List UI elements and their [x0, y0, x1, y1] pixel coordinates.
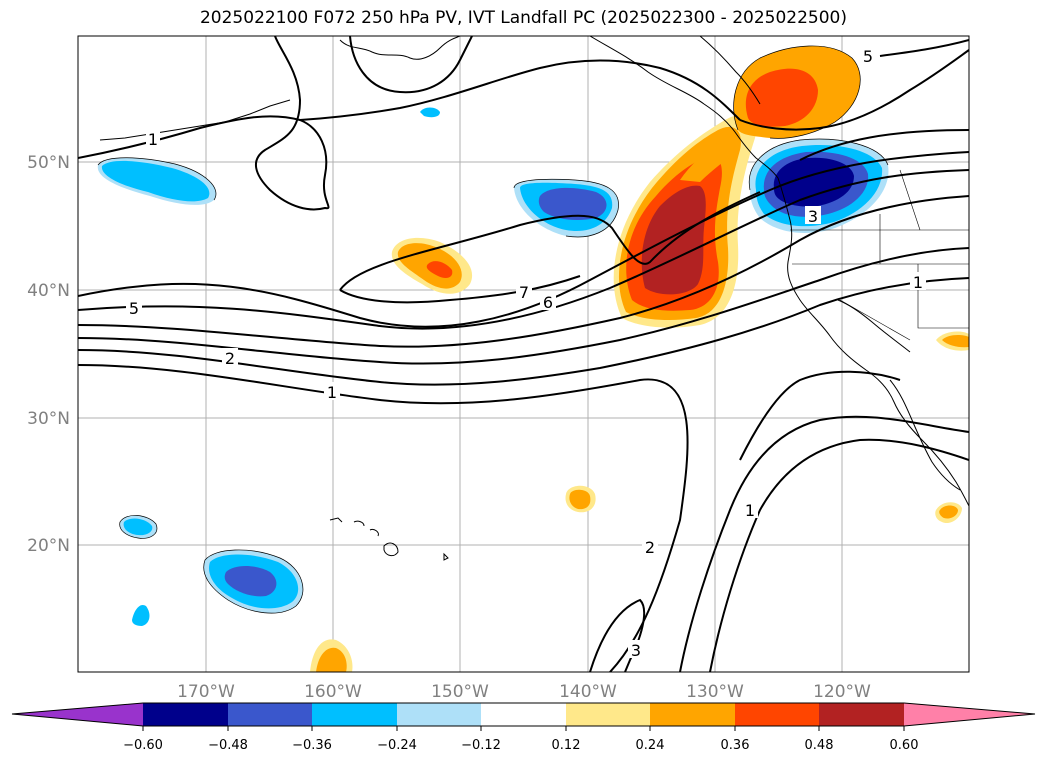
colorbar-bin — [228, 703, 312, 726]
ivt-positive-coast — [613, 114, 756, 328]
colorbar-label: 0.36 — [721, 738, 750, 753]
contour-label-2b: 2 — [645, 538, 655, 557]
coastlines — [99, 36, 969, 507]
contour-label-7: 7 — [519, 283, 529, 302]
colorbar-extend-high — [904, 703, 1035, 726]
colorbar-label: 0.24 — [636, 738, 665, 753]
contour-label-3a: 3 — [808, 207, 818, 226]
ivt-outlines — [97, 45, 889, 614]
colorbar-bin — [566, 703, 650, 726]
colorbar-extend-low — [12, 703, 143, 726]
colorbar-bin — [397, 703, 481, 726]
ivt-positive-north — [680, 45, 861, 182]
lat-tick-40n: 40°N — [27, 281, 70, 301]
ivt-positive-small — [310, 331, 969, 672]
lon-tick-160w: 160°W — [304, 682, 362, 702]
lat-tick-20n: 20°N — [27, 536, 70, 556]
contour-label-1d: 1 — [148, 130, 158, 149]
colorbar-label: 0.48 — [805, 738, 834, 753]
pv-contours — [78, 36, 969, 672]
lat-tick-labels: 50°N 40°N 30°N 20°N — [27, 153, 70, 556]
colorbar-label: 0.60 — [890, 738, 919, 753]
colorbar-label: −0.24 — [377, 738, 417, 753]
colorbar-label: −0.60 — [123, 738, 163, 753]
contour-label-1a: 1 — [327, 383, 337, 402]
plot-frame — [77, 35, 970, 673]
contour-label-1b: 1 — [913, 273, 923, 292]
contour-label-3b: 3 — [631, 641, 641, 660]
lon-tick-130w: 130°W — [686, 682, 744, 702]
lat-tick-50n: 50°N — [27, 153, 70, 173]
colorbar: −0.60 −0.48 −0.36 −0.24 −0.12 0.12 0.24 … — [11, 702, 1036, 753]
colorbar-bin — [312, 703, 397, 726]
contour-label-2: 2 — [225, 349, 235, 368]
lon-tick-120w: 120°W — [813, 682, 871, 702]
ivt-negative-west — [97, 157, 216, 205]
colorbar-label: −0.48 — [208, 738, 248, 753]
map-title: 2025022100 F072 250 hPa PV, IVT Landfall… — [199, 8, 847, 28]
pv-contour-labels: 5 2 1 7 6 3 5 1 2 1 3 1 — [126, 46, 926, 660]
hawaii-islands — [329, 517, 449, 561]
colorbar-bin — [143, 703, 228, 726]
lon-tick-140w: 140°W — [559, 682, 617, 702]
contour-label-1c: 1 — [745, 501, 755, 520]
colorbar-bin — [819, 703, 904, 726]
colorbar-bin — [650, 703, 735, 726]
ivt-negative-southwest — [119, 107, 440, 626]
colorbar-label: 0.12 — [552, 738, 581, 753]
colorbar-label: −0.12 — [461, 738, 501, 753]
lon-tick-150w: 150°W — [431, 682, 489, 702]
colorbar-label: −0.36 — [292, 738, 332, 753]
contour-label-5: 5 — [129, 299, 139, 318]
colorbar-bin — [735, 703, 819, 726]
lon-tick-170w: 170°W — [177, 682, 235, 702]
colorbar-bin — [481, 703, 566, 726]
lat-tick-30n: 30°N — [27, 409, 70, 429]
contour-label-5b: 5 — [863, 47, 873, 66]
lon-tick-labels: 170°W 160°W 150°W 140°W 130°W 120°W — [177, 682, 871, 702]
contour-label-6: 6 — [543, 293, 553, 312]
